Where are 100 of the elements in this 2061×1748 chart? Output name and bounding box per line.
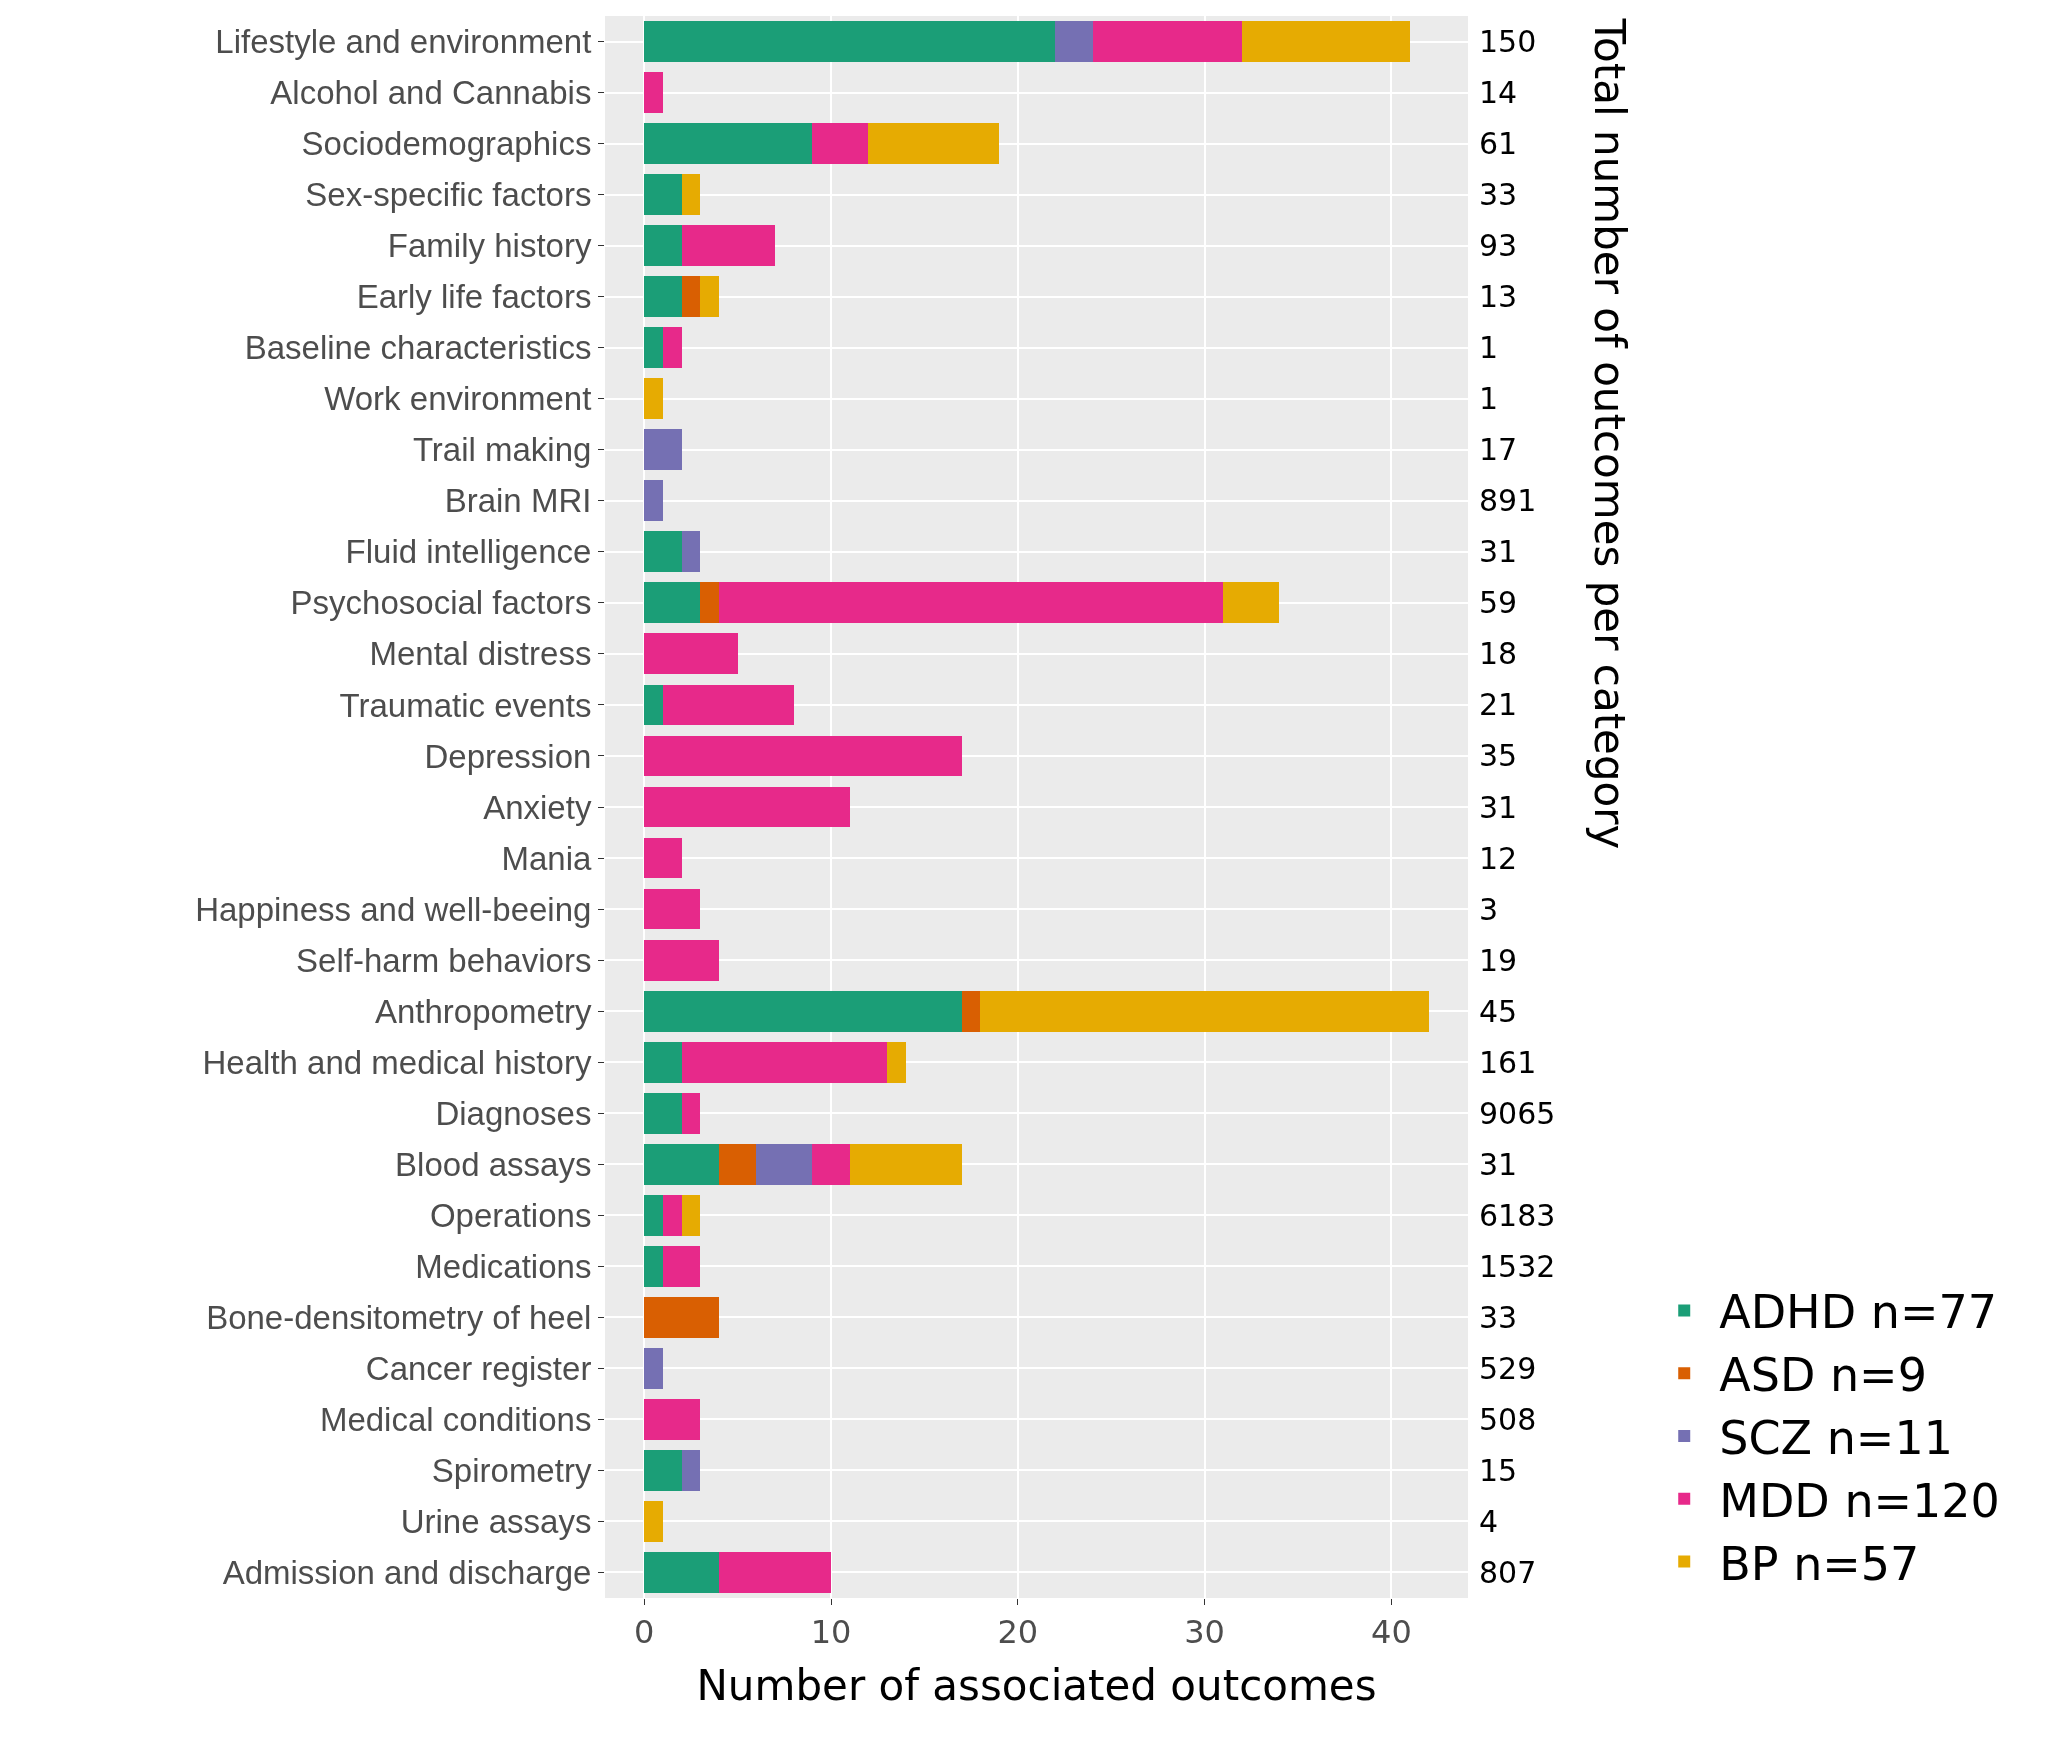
- bar: [644, 378, 663, 420]
- bar: [644, 1296, 719, 1338]
- bar: [980, 990, 1429, 1032]
- legend-label: ADHD n=77: [1719, 1285, 1997, 1340]
- y-tick-label: Cancer register: [365, 1349, 592, 1387]
- y2-axis-title: Total number of outcomes per category: [1585, 17, 1635, 850]
- bar: [644, 1194, 663, 1236]
- y-tick-label: Sociodemographics: [301, 125, 592, 163]
- text: 1: [1479, 330, 1499, 365]
- bar: [644, 786, 850, 828]
- bar: [700, 582, 719, 624]
- text: 17: [1479, 432, 1518, 467]
- text: 18: [1479, 636, 1518, 671]
- bar: [644, 939, 719, 981]
- bar: [700, 276, 719, 318]
- bar: [662, 327, 682, 369]
- bar: [644, 429, 682, 471]
- bar: [1055, 21, 1093, 62]
- bar: [812, 1143, 850, 1185]
- bar: [644, 990, 962, 1032]
- y-tick-label: Mania: [501, 839, 593, 877]
- bar: [812, 123, 869, 164]
- bar: [644, 735, 962, 777]
- y-tick-label: Early life factors: [356, 278, 592, 316]
- y-tick-label: Happiness and well-beeing: [195, 890, 592, 928]
- bar: [662, 684, 794, 726]
- text: 93: [1479, 228, 1518, 263]
- bar: [644, 480, 663, 522]
- text: 61: [1479, 126, 1518, 161]
- y-tick-label: Psychosocial factors: [290, 584, 592, 622]
- text: 1: [1479, 381, 1499, 416]
- y-tick-label: Trail making: [412, 431, 592, 469]
- x-tick-label: 40: [1371, 1613, 1412, 1652]
- bar: [644, 21, 1056, 62]
- y-tick-label: Brain MRI: [444, 482, 592, 520]
- bar: [644, 888, 701, 930]
- y-tick-label: Anxiety: [483, 788, 592, 826]
- x-tick-label: 30: [1184, 1613, 1225, 1652]
- bar: [644, 1092, 682, 1134]
- y-tick-label: Spirometry: [431, 1451, 592, 1489]
- x-tick-label: 20: [997, 1613, 1039, 1652]
- y-tick-label: Self-harm behaviors: [296, 941, 592, 979]
- bar: [1092, 21, 1242, 62]
- text: 13: [1479, 279, 1518, 314]
- text: 161: [1479, 1045, 1537, 1080]
- bar: [644, 531, 682, 573]
- bar: [644, 1041, 682, 1083]
- text: 31: [1479, 534, 1518, 569]
- text: 891: [1479, 483, 1537, 518]
- bar: [1241, 21, 1411, 62]
- bar: [644, 1450, 682, 1491]
- bar: [1223, 582, 1280, 624]
- y-tick-label: Operations: [429, 1196, 592, 1234]
- y-tick-label: Diagnoses: [435, 1094, 592, 1132]
- legend-label: SCZ n=11: [1719, 1410, 1953, 1465]
- y-tick-label: Family history: [387, 227, 592, 265]
- x-axis-title: Number of associated outcomes: [696, 1661, 1377, 1711]
- legend-label: BP n=57: [1719, 1536, 1920, 1591]
- y-tick-label: Baseline characteristics: [244, 329, 592, 367]
- bar: [644, 327, 663, 369]
- y-tick-label: Medical conditions: [319, 1400, 592, 1438]
- y-tick-label: Blood assays: [395, 1145, 592, 1183]
- text: 45: [1479, 994, 1518, 1029]
- y-tick-label: Urine assays: [400, 1503, 592, 1540]
- y-tick-label: Traumatic events: [339, 686, 592, 724]
- bar: [681, 531, 701, 573]
- legend-label: MDD n=120: [1719, 1473, 2000, 1528]
- text: 3: [1479, 892, 1499, 927]
- bar: [644, 1143, 719, 1185]
- y-tick-label: Lifestyle and environment: [215, 23, 592, 61]
- bar: [644, 123, 813, 164]
- bar: [718, 1143, 757, 1185]
- bar: [644, 582, 701, 624]
- bar: [718, 582, 1224, 624]
- bar: [681, 1450, 701, 1491]
- x-tick-label: 10: [810, 1613, 852, 1652]
- text: 31: [1479, 790, 1518, 825]
- bar: [644, 72, 663, 113]
- text: 1532: [1479, 1249, 1556, 1284]
- bar: [681, 225, 775, 267]
- y-tick-label: Anthropometry: [374, 992, 592, 1030]
- bar: [644, 1501, 663, 1542]
- bar: [681, 174, 701, 216]
- text: 33: [1479, 177, 1518, 212]
- y-tick-label: Work environment: [324, 380, 592, 418]
- bar: [644, 225, 682, 267]
- y-tick-label: Alcohol and Cannabis: [270, 74, 592, 112]
- bar: [644, 1552, 719, 1593]
- bar: [644, 633, 738, 675]
- bar: [681, 276, 701, 318]
- y-tick-label: Health and medical history: [202, 1043, 592, 1081]
- bar: [644, 276, 682, 318]
- text: 529: [1479, 1351, 1537, 1386]
- bar: [868, 123, 1000, 164]
- bar: [718, 1552, 832, 1593]
- text: 12: [1479, 841, 1518, 876]
- text: 9065: [1479, 1096, 1556, 1131]
- bar: [644, 1347, 663, 1389]
- bar: [756, 1143, 813, 1185]
- bar: [681, 1092, 701, 1134]
